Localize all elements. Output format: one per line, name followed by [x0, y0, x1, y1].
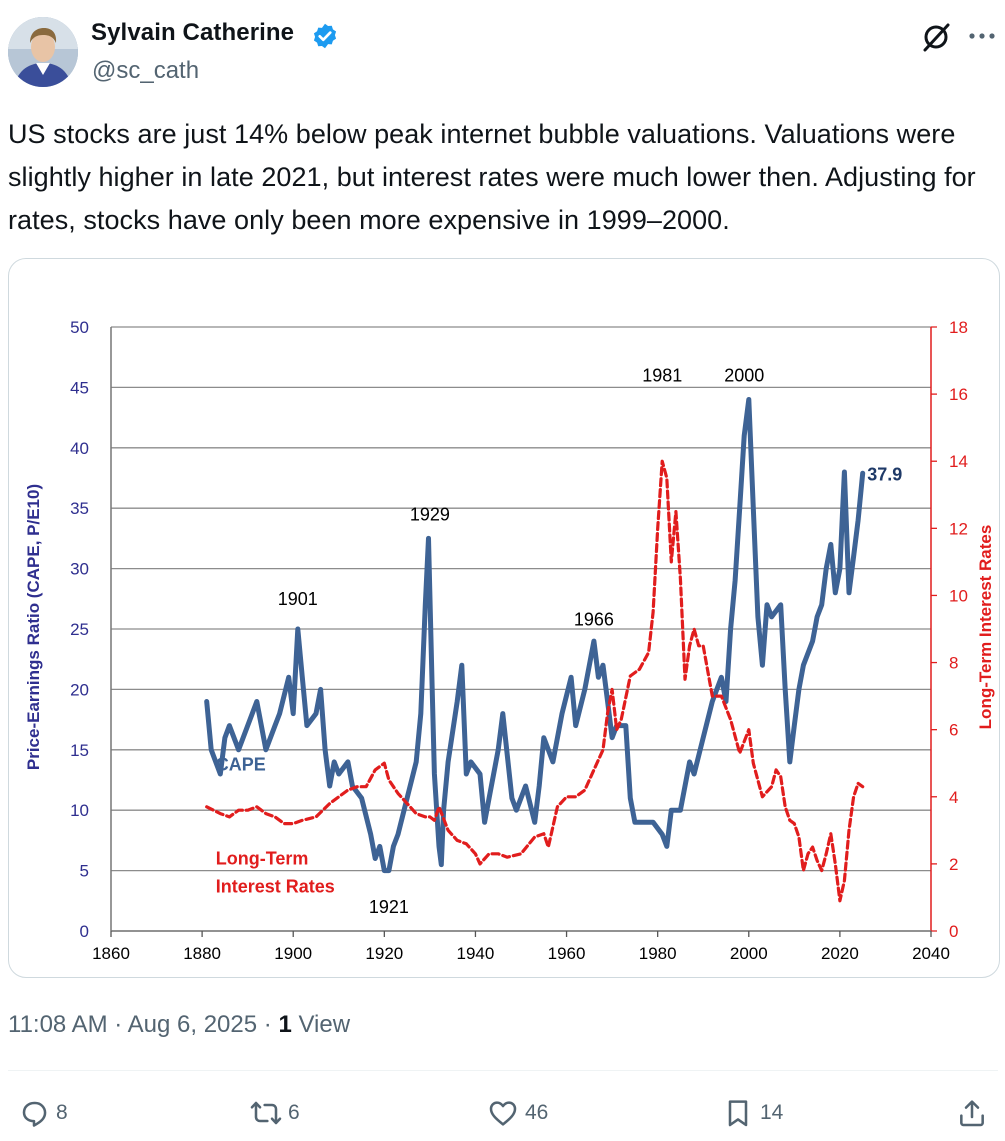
more-icon[interactable]: [966, 30, 998, 42]
y-axis-label-left: Price-Earnings Ratio (CAPE, P/E10): [24, 484, 43, 770]
views-count: 1: [278, 1011, 292, 1038]
repost-button[interactable]: 6: [250, 1096, 300, 1130]
peak-year-label: 1929: [410, 504, 450, 524]
peak-year-label: 1966: [574, 609, 614, 629]
x-tick-label: 1940: [457, 944, 495, 963]
y-tick-label: 35: [70, 499, 89, 518]
y-tick-label: 50: [70, 318, 89, 337]
repost-count: 6: [288, 1101, 300, 1124]
y-tick-label: 0: [80, 922, 89, 941]
chart-ticks: 0 5 10 15 20 25 30 35 40 45 50 0 2 4 6 8 10 12 14 16 18 1860 1…: [70, 318, 968, 963]
x-tick-label: 1960: [548, 944, 586, 963]
like-button[interactable]: 46: [487, 1096, 548, 1130]
separator: ·: [114, 1011, 123, 1038]
latest-value-label: 37.9: [867, 464, 902, 484]
chart-series: [204, 397, 866, 903]
x-tick-label: 1860: [92, 944, 130, 963]
tweet-date: Aug 6, 2025: [127, 1011, 258, 1038]
like-icon: [489, 1101, 517, 1126]
reply-icon: [22, 1101, 47, 1127]
chart-axes: [110, 327, 932, 932]
verified-badge-icon: [313, 23, 337, 49]
tweet-time: 11:08 AM: [8, 1011, 108, 1038]
bookmark-count: 14: [760, 1101, 784, 1124]
bookmark-icon: [728, 1100, 748, 1127]
bookmark-button[interactable]: 14: [722, 1096, 783, 1130]
peak-year-label: 1981: [642, 365, 682, 385]
y-axis-label-right: Long-Term Interest Rates: [976, 525, 995, 730]
cape-chart: 0 5 10 15 20 25 30 35 40 45 50 0 2 4 6 8 10 12 14 16 18 1860 1…: [24, 318, 995, 963]
peak-year-label: 1921: [369, 897, 409, 917]
divider: [8, 1070, 998, 1071]
grok-icon[interactable]: [920, 21, 952, 53]
chart-annotations: 1901 1929 1921 1966 1981 2000 37.9 CAPE Long-Ter…: [216, 365, 902, 917]
y-tick-label: 25: [70, 620, 89, 639]
x-tick-label: 1900: [274, 944, 312, 963]
tweet-text: US stocks are just 14% below peak intern…: [8, 119, 976, 235]
y-tick-label: 5: [80, 862, 89, 881]
views-label: View: [298, 1011, 351, 1038]
x-tick-label: 1980: [639, 944, 677, 963]
avatar-image: [8, 17, 78, 87]
y2-tick-label: 0: [949, 922, 958, 941]
author-handle[interactable]: @sc_cath: [92, 57, 200, 84]
y-tick-label: 45: [70, 378, 89, 397]
like-count: 46: [525, 1101, 549, 1124]
y-tick-label: 40: [70, 439, 89, 458]
x-tick-label: 2000: [730, 944, 768, 963]
y2-tick-label: 18: [949, 318, 968, 337]
share-button[interactable]: [956, 1096, 988, 1130]
x-tick-label: 2040: [912, 944, 950, 963]
tweet-media-chart[interactable]: 0 5 10 15 20 25 30 35 40 45 50 0 2 4 6 8 10 12 14 16 18 1860 1…: [8, 258, 1000, 978]
chart-grid: [111, 326, 931, 932]
y2-tick-label: 12: [949, 519, 968, 538]
y2-tick-label: 4: [949, 788, 958, 807]
x-tick-label: 1920: [365, 944, 403, 963]
y-tick-label: 10: [70, 801, 89, 820]
separator: ·: [263, 1011, 272, 1038]
y2-tick-label: 2: [949, 855, 958, 874]
y-tick-label: 30: [70, 560, 89, 579]
y2-tick-label: 16: [949, 385, 968, 404]
legend-cape-label: CAPE: [216, 754, 266, 774]
tweet-timestamp[interactable]: 11:08 AM · Aug 6, 2025 · 1 View: [8, 1011, 350, 1039]
reply-count: 8: [56, 1101, 68, 1124]
x-tick-label: 1880: [183, 944, 221, 963]
x-tick-label: 2020: [821, 944, 859, 963]
legend-rates-label: Interest Rates: [216, 876, 335, 896]
interest-rate-series-line: [205, 459, 865, 903]
peak-year-label: 2000: [724, 365, 764, 385]
y2-tick-label: 8: [949, 654, 958, 673]
y-tick-label: 20: [70, 680, 89, 699]
cape-series-line: [204, 397, 866, 874]
y2-tick-label: 14: [949, 452, 968, 471]
avatar[interactable]: [8, 17, 78, 87]
y-tick-label: 15: [70, 741, 89, 760]
y2-tick-label: 10: [949, 586, 968, 605]
legend-rates-label: Long-Term: [216, 849, 309, 869]
y2-tick-label: 6: [949, 721, 958, 740]
repost-icon: [250, 1101, 282, 1125]
peak-year-label: 1901: [278, 589, 318, 609]
share-icon: [960, 1100, 984, 1127]
author-name[interactable]: Sylvain Catherine: [91, 19, 295, 46]
reply-button[interactable]: 8: [18, 1096, 68, 1130]
